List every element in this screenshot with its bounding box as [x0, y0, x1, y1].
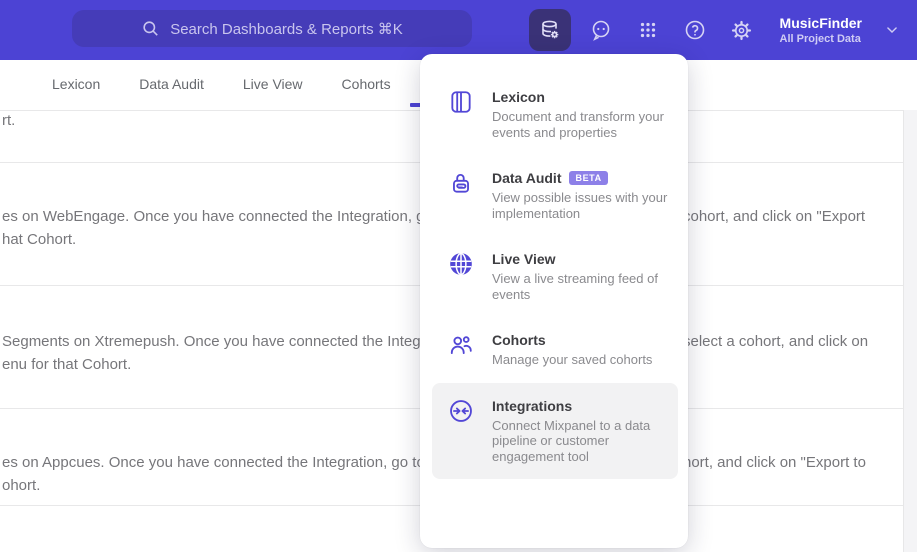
background-text: hat Cohort.: [2, 231, 77, 248]
project-name: MusicFinder: [779, 14, 862, 31]
menu-item-title: Lexicon: [492, 89, 545, 105]
scrollbar-track[interactable]: [903, 110, 917, 552]
apps-grid-button[interactable]: [631, 13, 665, 47]
menu-item-live-view[interactable]: Live View View a live streaming feed of …: [432, 236, 678, 317]
background-text: hort, and click on "Export to: [683, 454, 866, 471]
background-text: es on WebEngage. Once you have connected…: [2, 208, 475, 225]
menu-item-integrations[interactable]: Integrations Connect Mixpanel to a data …: [432, 382, 678, 479]
database-gear-icon: [538, 18, 562, 42]
feedback-button[interactable]: [584, 13, 618, 47]
menu-item-description: Manage your saved cohorts: [492, 352, 653, 367]
menu-item-title: Integrations: [492, 397, 573, 414]
globe-icon: [448, 251, 474, 277]
top-navigation-bar: Search Dashboards & Reports ⌘K: [0, 0, 917, 60]
menu-item-data-audit[interactable]: Data Audit BETA View possible issues wit…: [432, 155, 678, 236]
chevron-down-icon[interactable]: [885, 23, 899, 37]
menu-item-title: Cohorts: [492, 332, 546, 348]
background-text: rt.: [2, 112, 16, 129]
tab-lexicon[interactable]: Lexicon: [52, 75, 101, 92]
menu-item-lexicon[interactable]: Lexicon Document and transform your even…: [432, 74, 678, 155]
lock-icon: [448, 170, 474, 196]
project-switcher[interactable]: MusicFinder All Project Data: [780, 15, 862, 46]
search-icon: [141, 19, 160, 38]
menu-item-description: View a live streaming feed of events: [492, 271, 658, 302]
menu-item-cohorts[interactable]: Cohorts Manage your saved cohorts: [432, 317, 678, 383]
search-placeholder: Search Dashboards & Reports ⌘K: [170, 20, 403, 38]
background-text: cohort, and click on "Export: [683, 208, 866, 225]
menu-item-description: Connect Mixpanel to a data pipeline or c…: [492, 417, 651, 464]
menu-item-description: View possible issues with your implement…: [492, 190, 668, 221]
settings-button[interactable]: [725, 13, 759, 47]
background-text: enu for that Cohort.: [2, 356, 132, 373]
project-scope: All Project Data: [779, 32, 861, 45]
gear-icon: [730, 19, 753, 42]
beta-badge: BETA: [569, 171, 608, 185]
menu-item-description: Document and transform your events and p…: [492, 109, 664, 140]
menu-item-title: Live View: [492, 251, 556, 267]
background-text: es on Appcues. Once you have connected t…: [2, 454, 467, 471]
search-input[interactable]: Search Dashboards & Reports ⌘K: [72, 10, 472, 47]
help-icon: [683, 18, 707, 42]
book-icon: [448, 89, 474, 115]
data-management-button[interactable]: [528, 9, 571, 51]
menu-item-title: Data Audit: [492, 170, 562, 186]
sync-arrows-icon: [448, 398, 474, 424]
tab-cohorts[interactable]: Cohorts: [341, 75, 391, 92]
people-icon: [448, 332, 474, 358]
tab-data-audit[interactable]: Data Audit: [139, 75, 204, 92]
background-text: select a cohort, and click on: [683, 333, 869, 350]
tab-live-view[interactable]: Live View: [242, 75, 303, 92]
background-text: Segments on Xtremepush. Once you have co…: [2, 333, 463, 350]
background-text: ohort.: [2, 477, 41, 494]
data-management-dropdown: Lexicon Document and transform your even…: [420, 54, 688, 548]
grid-dots-icon: [637, 19, 659, 41]
chat-bubble-icon: [589, 18, 613, 42]
help-button[interactable]: [678, 13, 712, 47]
